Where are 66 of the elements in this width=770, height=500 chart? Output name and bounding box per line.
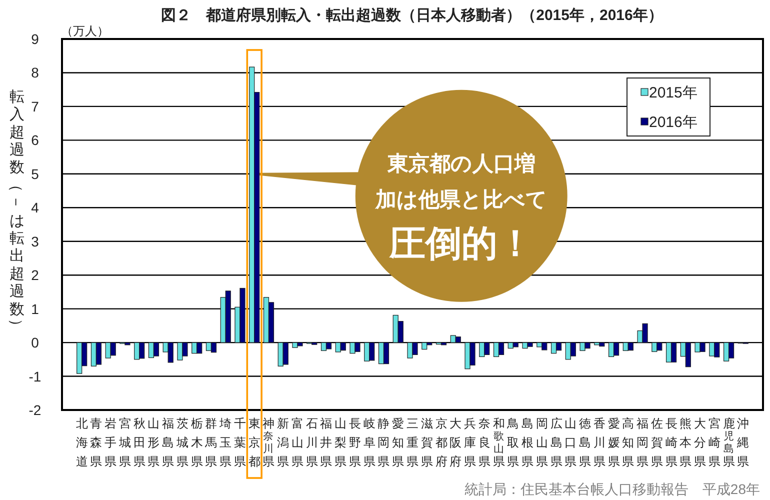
x-tick-label: 秋田県 [133, 416, 146, 468]
x-tick-label: 岐阜県 [363, 416, 376, 468]
y-tick-label: -1 [28, 368, 42, 384]
y-tick-label: 1 [31, 300, 40, 317]
x-tick-label: 高知県 [622, 416, 634, 468]
x-tick-label: 東京都 [248, 416, 260, 468]
y-tick-label: 4 [31, 200, 40, 216]
x-tick-label: 富山県 [291, 416, 304, 468]
x-tick-label: 熊本県 [680, 416, 692, 468]
x-tick-label: 愛媛県 [608, 416, 620, 468]
x-tick-label: 埼玉県 [218, 416, 232, 468]
y-tick-label: 3 [31, 233, 40, 250]
x-tick-label: 群馬県 [204, 416, 218, 468]
x-tick-label: 沖縄県 [736, 416, 750, 468]
text: 統計局：住民基本台帳人口移動報告 平成28年 [464, 481, 760, 497]
x-tick-label: 千葉県 [234, 416, 246, 468]
x-tick-label: 茨城県 [175, 416, 188, 468]
x-tick-label: 大分県 [694, 416, 706, 468]
legend-label: 2015年 [649, 84, 698, 102]
x-tick-label: 福岡県 [636, 416, 649, 468]
y-tick-label: 8 [31, 64, 40, 81]
x-tick-label: 三重県 [406, 416, 418, 468]
annotation: 東京都の人口増加は他県と比べて圧倒的！ [374, 151, 548, 264]
x-tick-label: 広島県 [550, 416, 562, 468]
y-tick-label: 7 [31, 98, 40, 114]
x-tick-label: 奈良県 [478, 416, 490, 468]
x-tick-label: 北海道 [76, 416, 88, 468]
x-tick-label: 兵庫県 [464, 416, 476, 468]
x-tick-label: 岩手県 [104, 416, 117, 468]
y-tick-label: -2 [28, 402, 42, 418]
x-tick-label: 滋賀県 [420, 416, 433, 468]
x-tick-label: 山形県 [148, 416, 160, 468]
x-tick-label: 佐賀県 [650, 416, 663, 468]
chart-title: 図２ 都道府県別転入・転出超過数（日本人移動者）（2015年，2016年） [161, 6, 663, 24]
x-tick-label: 神奈川県 [262, 416, 275, 468]
x-tick-label: 宮崎県 [708, 416, 720, 468]
x-tick-label: 山口県 [564, 416, 577, 468]
y-tick-label: 9 [31, 31, 40, 47]
x-tick-label: 岡山県 [536, 416, 548, 468]
x-tick-label: 静岡県 [378, 416, 390, 468]
x-tick-label: 鳥取県 [506, 416, 520, 468]
x-tick-label: 和歌山県 [492, 416, 505, 468]
x-tick-label: 福島県 [162, 416, 174, 468]
x-tick-label: 愛知県 [392, 416, 404, 468]
x-tick-label: 大阪府 [450, 416, 462, 468]
y-tick-label: 6 [31, 132, 40, 148]
y-tick-label: 2 [31, 267, 40, 284]
y-tick-label: 5 [31, 166, 40, 182]
x-tick-label: 福井県 [320, 416, 332, 468]
x-tick-label: 宮城県 [118, 416, 131, 468]
legend-label: 2016年 [649, 114, 698, 131]
x-tick-label: 鹿児島県 [722, 416, 735, 468]
x-tick-label: 長野県 [348, 416, 361, 468]
x-tick-label: 香川県 [593, 416, 606, 468]
x-tick-label: 栃木県 [190, 416, 203, 468]
y-tick-label: 0 [31, 334, 40, 351]
x-tick-label: 島根県 [522, 416, 534, 468]
text: 転入超過数（－は転出超過数） [8, 88, 24, 334]
x-tick-label: 青森県 [90, 416, 102, 468]
x-tick-label: 徳島県 [579, 416, 592, 468]
x-tick-label: 京都府 [435, 416, 448, 468]
x-tick-label: 長崎県 [665, 416, 678, 468]
text: （万人） [61, 24, 109, 38]
x-tick-label: 石川県 [306, 416, 318, 468]
x-tick-label: 山梨県 [334, 416, 347, 468]
x-tick-label: 新潟県 [277, 416, 290, 468]
